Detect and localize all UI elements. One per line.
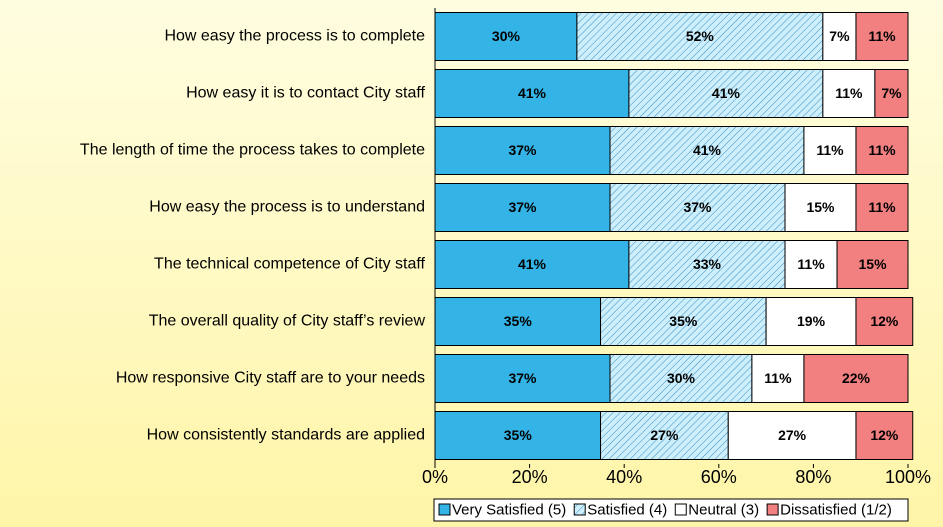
legend-box (433, 498, 909, 522)
bar-segment (434, 183, 611, 232)
data-label: 15% (859, 256, 888, 272)
bar-segment (855, 126, 909, 175)
category-label: The length of time the process takes to … (80, 142, 425, 159)
bar-segment (727, 411, 857, 460)
bar-segment (600, 297, 767, 346)
data-label: 11% (868, 28, 896, 44)
category-label: How easy the process is to complete (164, 28, 425, 45)
bar-segment (609, 183, 786, 232)
data-label: 27% (650, 427, 679, 443)
data-label: 37% (508, 370, 537, 386)
data-label: 33% (693, 256, 722, 272)
data-label: 11% (797, 256, 825, 272)
legend: Very Satisfied (5) Satisfied (4) Neutral (… (433, 498, 909, 522)
legend-label: Satisfied (4) (587, 501, 667, 518)
legend-swatch (766, 503, 779, 516)
data-label: 12% (870, 313, 899, 329)
legend-label: Very Satisfied (5) (452, 501, 566, 518)
data-label: 41% (518, 85, 547, 101)
legend-swatch (674, 503, 687, 516)
data-label: 19% (797, 313, 826, 329)
bar-segment (434, 69, 630, 118)
data-label: 15% (806, 199, 835, 215)
category-label: How responsive City staff are to your ne… (116, 370, 425, 387)
x-tick-label: 100% (885, 467, 931, 487)
data-label: 37% (683, 199, 712, 215)
bar-segment (434, 411, 602, 460)
bar-segment (628, 240, 786, 289)
category-label: The technical competence of City staff (154, 256, 426, 273)
legend-label: Neutral (3) (688, 501, 759, 518)
bar-segment (803, 354, 909, 403)
data-label: 41% (712, 85, 741, 101)
bar-segment (434, 240, 630, 289)
x-tick-label: 80% (795, 467, 831, 487)
bar-segment (609, 354, 753, 403)
bar-segment (609, 126, 805, 175)
category-label: How easy it is to contact City staff (186, 85, 425, 102)
data-label: 52% (686, 28, 715, 44)
legend-label: Dissatisfied (1/2) (780, 501, 892, 518)
bar-segment (434, 297, 602, 346)
data-label: 12% (870, 427, 899, 443)
data-label: 41% (693, 142, 722, 158)
bar-segment (784, 183, 857, 232)
bar-segment (855, 411, 914, 460)
x-tick-label: 20% (512, 467, 548, 487)
data-label: 11% (868, 199, 896, 215)
data-label: 35% (504, 427, 533, 443)
data-label: 35% (504, 313, 533, 329)
bar-segment (836, 240, 909, 289)
bar-segment (822, 12, 857, 61)
bar-segment (765, 297, 857, 346)
data-label: 30% (492, 28, 521, 44)
category-label: The overall quality of City staff’s revi… (149, 313, 426, 330)
data-label: 22% (842, 370, 871, 386)
category-label: How easy the process is to understand (149, 199, 425, 216)
bar-segment (434, 354, 611, 403)
data-label: 41% (518, 256, 547, 272)
bar-segment (855, 183, 909, 232)
data-label: 11% (835, 85, 863, 101)
data-label: 7% (881, 85, 902, 101)
bar-segment (576, 12, 824, 61)
data-label: 35% (669, 313, 698, 329)
data-label: 37% (508, 142, 537, 158)
x-tick-label: 0% (422, 467, 448, 487)
bar-segment (628, 69, 824, 118)
data-label: 37% (508, 199, 537, 215)
bar-segment (434, 12, 578, 61)
bar-segment (874, 69, 909, 118)
data-label: 11% (816, 142, 844, 158)
bar-segment (600, 411, 729, 460)
bar-segment (855, 297, 914, 346)
legend-swatch (438, 503, 451, 516)
bar-segment (803, 126, 857, 175)
bar-segment (784, 240, 838, 289)
legend-swatch (573, 503, 586, 516)
x-tick-label: 40% (606, 467, 642, 487)
data-label: 11% (868, 142, 896, 158)
data-label: 30% (667, 370, 696, 386)
data-label: 7% (829, 28, 850, 44)
data-label: 11% (764, 370, 792, 386)
x-tick-label: 60% (701, 467, 737, 487)
category-label: How consistently standards are applied (147, 427, 425, 444)
data-label: 27% (778, 427, 807, 443)
bar-segment (855, 12, 909, 61)
